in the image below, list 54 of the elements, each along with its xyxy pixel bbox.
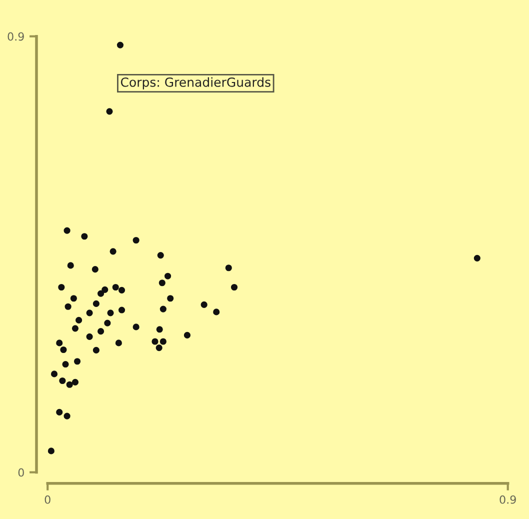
point [157, 252, 164, 259]
point [92, 266, 98, 273]
point [474, 254, 480, 262]
point [160, 338, 166, 345]
point [213, 308, 220, 316]
point [167, 295, 174, 302]
point [59, 377, 66, 384]
point [160, 306, 166, 312]
point [118, 286, 126, 294]
point [86, 333, 93, 340]
point [60, 346, 67, 354]
annotation: Corps: GrenadierGuards [120, 77, 270, 90]
point [67, 262, 74, 269]
point [66, 381, 73, 388]
point [76, 316, 82, 324]
point [56, 340, 63, 346]
point [164, 272, 172, 280]
point [132, 324, 140, 330]
point [98, 290, 104, 297]
point [107, 310, 114, 316]
point [56, 408, 63, 416]
point [225, 264, 232, 272]
point [152, 338, 158, 345]
point [118, 306, 126, 314]
point [104, 320, 111, 326]
point [115, 340, 122, 346]
point [158, 280, 166, 286]
point [92, 300, 100, 308]
point [64, 303, 72, 310]
point [156, 344, 162, 352]
point [81, 233, 88, 240]
point [116, 42, 124, 48]
point [132, 236, 140, 244]
point [92, 346, 100, 354]
point [86, 310, 93, 316]
point [70, 295, 77, 302]
point [72, 325, 79, 332]
point [200, 301, 208, 308]
point [98, 328, 104, 335]
point [102, 286, 108, 293]
point [72, 378, 79, 386]
point [50, 370, 58, 378]
point [58, 284, 65, 291]
point [112, 284, 119, 291]
point [156, 326, 163, 333]
point [62, 360, 69, 368]
point [230, 284, 238, 291]
point [74, 358, 81, 365]
point [110, 248, 116, 255]
point [64, 412, 70, 420]
point [48, 448, 54, 454]
point [106, 108, 113, 115]
point [64, 227, 70, 234]
point [184, 332, 191, 338]
